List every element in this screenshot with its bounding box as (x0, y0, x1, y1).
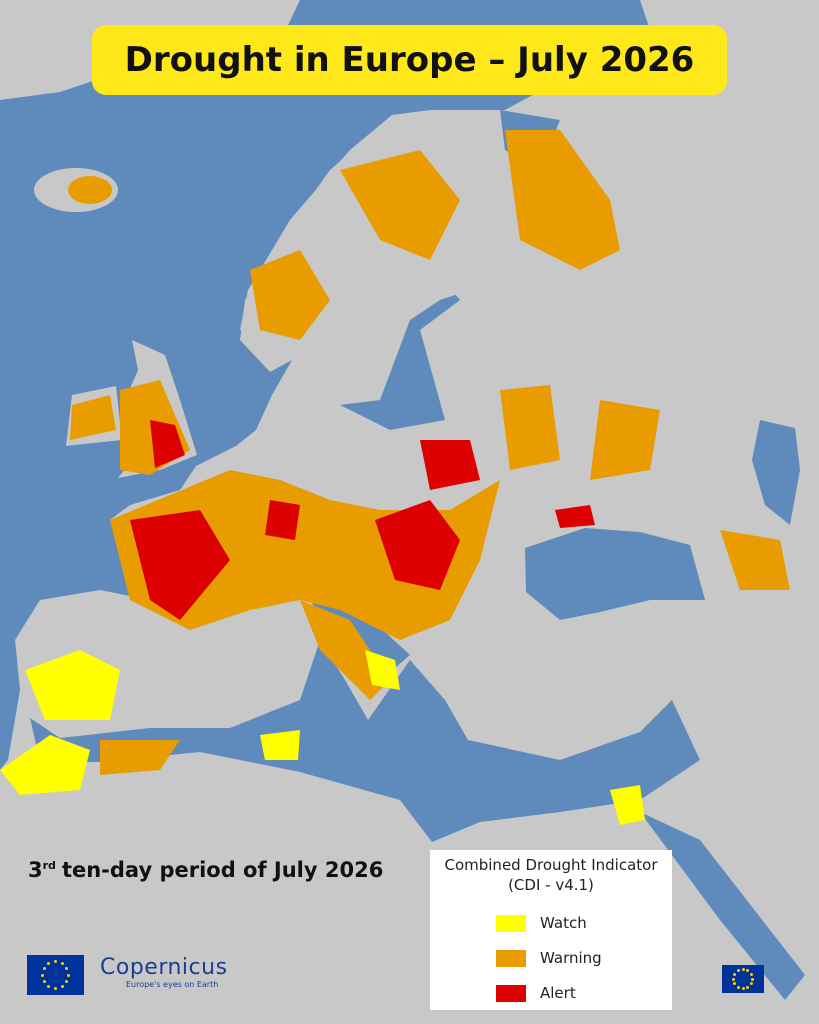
flag-star (40, 973, 44, 977)
drought-area (260, 730, 300, 760)
flag-star (65, 980, 69, 984)
drought-area (720, 530, 790, 590)
flag-star (749, 982, 753, 986)
drought-area (100, 740, 180, 775)
map-title: Drought in Europe – July 2026 (92, 25, 727, 95)
flag-star (746, 969, 750, 973)
drought-area (0, 735, 90, 795)
legend-swatch (496, 949, 526, 967)
flag-star (736, 969, 740, 973)
flag-star (736, 985, 740, 989)
atlantic-ocean (0, 0, 650, 770)
drought-area (375, 500, 460, 590)
flag-star (741, 968, 745, 972)
period-ordinal: 3 (28, 858, 43, 882)
drought-area (555, 505, 595, 528)
flag-star (750, 977, 754, 981)
legend-item: Warning (496, 947, 602, 969)
legend-item: Watch (496, 912, 587, 934)
flag-star (741, 986, 745, 990)
mediterranean-sea (30, 640, 700, 842)
drought-area (265, 500, 300, 540)
drought-area (25, 650, 120, 720)
flag-star (746, 985, 750, 989)
drought-area (500, 385, 560, 470)
period-text: ten-day period of July 2026 (61, 858, 384, 882)
legend-swatch (496, 984, 526, 1002)
drought-watch-areas (0, 650, 645, 825)
flag-star (732, 977, 736, 981)
drought-area (150, 420, 185, 468)
drought-area (365, 650, 400, 690)
flag-star (42, 966, 46, 970)
flag-star (47, 984, 51, 988)
flag-star (733, 982, 737, 986)
caspian-sea (752, 420, 800, 525)
flag-star (65, 966, 69, 970)
drought-area (505, 130, 620, 270)
flag-star (60, 984, 64, 988)
drought-area (340, 150, 460, 260)
flag-star (47, 962, 51, 966)
eu-flag (722, 965, 764, 993)
flag-star (60, 962, 64, 966)
legend-swatch (496, 914, 526, 932)
flag-star (749, 972, 753, 976)
eu-flag (27, 955, 84, 995)
drought-area (420, 440, 480, 490)
flag-star (54, 960, 57, 964)
legend-subtitle: (CDI - v4.1) (508, 876, 594, 894)
drought-area (590, 400, 660, 480)
drought-area (130, 510, 230, 620)
flag-star (42, 980, 46, 984)
copernicus-logo: Copernicus Europe's eyes on Earth (100, 955, 228, 989)
legend-label: Alert (540, 984, 576, 1002)
legend-label: Watch (540, 914, 587, 932)
legend: Combined Drought Indicator (CDI - v4.1) … (430, 850, 672, 1010)
drought-alert-areas (130, 420, 595, 620)
period-label: 3rd ten-day period of July 2026 (28, 858, 383, 882)
drought-area (70, 395, 116, 440)
drought-area (610, 785, 645, 825)
logo-tagline: Europe's eyes on Earth (126, 980, 219, 989)
drought-area (68, 176, 112, 204)
flag-star (733, 972, 737, 976)
drought-area (250, 250, 330, 340)
legend-title: Combined Drought Indicator (444, 856, 658, 874)
flag-star (67, 973, 71, 977)
period-suffix: rd (42, 859, 56, 872)
legend-label: Warning (540, 949, 602, 967)
black-sea (525, 528, 705, 620)
red-sea (640, 812, 805, 1000)
drought-warning-areas (68, 130, 790, 775)
drought-area (300, 600, 390, 700)
legend-item: Alert (496, 982, 576, 1004)
flag-star (54, 986, 57, 990)
logo-name: Copernicus (100, 955, 228, 980)
